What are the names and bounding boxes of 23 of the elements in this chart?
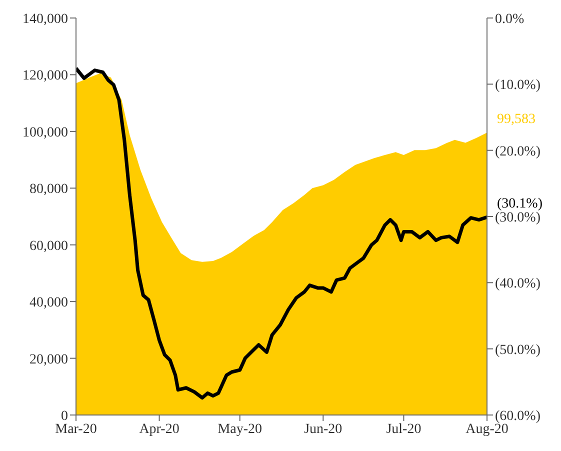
y-tick-label: 40,000 — [30, 296, 68, 311]
x-tick-label: Mar-20 — [55, 422, 97, 437]
y-tick-label: 20,000 — [30, 352, 68, 368]
y-tick-label: 120,000 — [22, 68, 68, 84]
x-tick-label: Apr-20 — [139, 422, 180, 437]
x-tick-label: May-20 — [218, 422, 262, 437]
y2-tick-label: (60.0%) — [495, 408, 541, 424]
y2-tick-label: (30.0%) — [495, 210, 541, 226]
y-tick-label: 60,000 — [30, 238, 68, 254]
y2-tick-label: (10.0%) — [495, 78, 541, 94]
y2-tick-label: (50.0%) — [495, 342, 541, 358]
x-tick-label: Jul-20 — [386, 422, 422, 437]
y2-tick-label: (40.0%) — [495, 276, 541, 292]
y-tick-label: 100,000 — [22, 125, 68, 140]
y-tick-label: 140,000 — [22, 12, 68, 27]
x-tick-label: Aug-20 — [466, 422, 508, 437]
y2-tick-label: 0.0% — [495, 12, 524, 27]
text: 99,583 — [497, 112, 536, 127]
x-tick-label: Jun-20 — [304, 422, 342, 437]
y2-tick-label: (20.0%) — [495, 144, 541, 160]
y-tick-label: 80,000 — [30, 182, 68, 198]
text: (30.1%) — [497, 196, 543, 212]
y-tick-label: 0 — [61, 408, 68, 424]
